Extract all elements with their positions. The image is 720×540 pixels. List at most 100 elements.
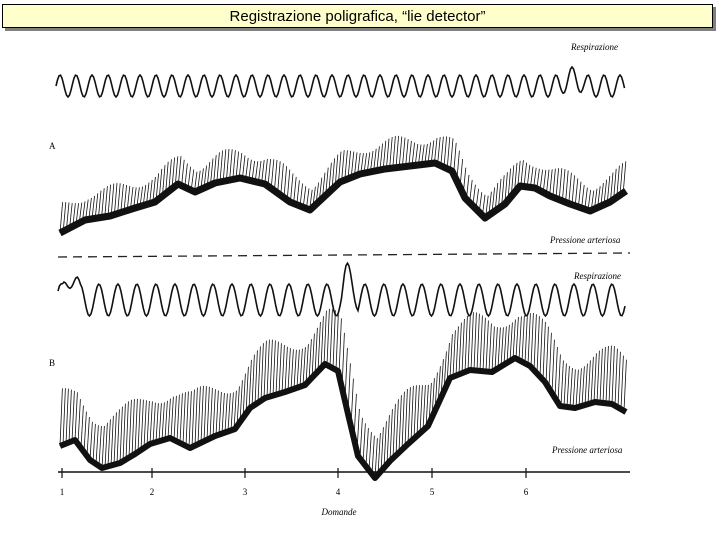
pulse-stroke [430,140,435,164]
pulse-stroke [578,181,582,207]
pulse-stroke [527,313,531,365]
pulse-stroke [239,380,243,423]
pulse-stroke [494,327,498,371]
pulse-stroke [401,391,405,450]
pulse-stroke [620,355,624,410]
pulse-stroke [501,175,505,207]
pulse-stroke [494,182,499,211]
pulse-stroke [152,402,156,444]
pulse-stroke [238,152,243,179]
pulse-stroke [389,136,393,169]
pulse-stroke [427,142,431,164]
pulse-stroke [467,313,471,371]
pulse-stroke [533,314,537,371]
pulse-stroke [371,435,375,475]
pulse-stroke [572,369,576,408]
pulse-stroke [566,365,570,407]
pulse-stroke [86,416,90,457]
pulse-stroke [98,425,102,467]
pulse-stroke [373,148,377,172]
axis-tick-label: 3 [243,487,248,497]
pulse-stroke [425,384,429,428]
pulse-stroke [526,164,531,188]
pulse-stroke [62,202,67,232]
pulse-stroke [257,346,261,403]
pulse-stroke [450,138,454,171]
pulse-stroke [299,348,303,387]
pulse-stroke [146,400,150,447]
pulse-stroke [562,168,566,202]
panel-separator [57,252,631,258]
pulse-stroke [165,161,169,194]
pulse-stroke [89,421,93,461]
pulse-stroke [278,343,282,394]
pulse-stroke [574,178,579,206]
panel-a-label: A [49,141,56,151]
pulse-stroke [515,316,519,359]
pulse-stroke [284,346,288,393]
pulse-stroke [229,149,233,181]
pulse-stroke [245,366,249,414]
pulse-stroke [224,393,228,433]
pulse-stroke [122,403,126,462]
pulse-stroke [551,339,555,394]
pulse-stroke [242,373,246,418]
pulse-stroke [389,409,393,462]
pulse-stroke [571,175,575,205]
pulse-stroke [368,432,372,471]
pulse-stroke [605,345,609,404]
pulse-stroke [299,183,303,207]
pulse-stroke [599,348,603,403]
pulse-stroke [434,137,438,164]
pulse-stroke [610,172,614,202]
pulse-stroke [581,366,585,406]
pulse-stroke [171,157,175,189]
pulse-stroke [362,423,366,463]
pulse-stroke [584,363,588,406]
pulse-stroke [137,399,141,453]
pulse-stroke [174,156,179,187]
pulse-stroke [65,388,69,444]
pulse-stroke [587,360,591,405]
pulse-stroke [221,392,225,434]
pulse-stroke [272,340,276,396]
pulse-stroke [365,428,369,467]
pulse-stroke [521,315,525,362]
pulse-stroke [410,385,414,442]
pulse-stroke [308,339,312,381]
pulse-stroke [596,350,600,403]
pulse-stroke [557,354,561,403]
pulse-stroke [616,165,620,198]
pulse-stroke [603,179,607,205]
pulse-stroke [536,316,540,374]
pulse-stroke [215,390,219,436]
pulse-stroke [83,411,87,453]
pulse-stroke [335,312,339,370]
pulse-stroke [509,322,513,362]
pulse-stroke [408,140,412,167]
pulse-stroke [411,142,415,166]
pulse-stroke [458,322,462,375]
pulse-stroke [449,334,453,379]
pulse-stroke [110,415,114,466]
pulse-stroke [91,195,95,219]
pulse-stroke [619,163,623,196]
pulse-stroke [114,183,118,215]
pulse-stroke [470,312,474,371]
pulse-stroke [158,168,163,199]
pulse-stroke [334,154,339,187]
pulse-stroke [110,183,115,216]
pulse-stroke [126,186,131,211]
pulse-stroke [59,202,63,234]
pulse-stroke [482,317,486,372]
pulse-stroke [270,159,275,189]
pulse-stroke [219,150,223,183]
pulse-stroke [216,152,220,183]
pulse-stroke [523,162,527,187]
pulse-stroke [218,391,222,435]
pulse-stroke [446,136,451,169]
pulse-stroke [512,319,516,360]
pulse-stroke [92,423,96,463]
pulse-stroke [290,349,294,390]
pulse-stroke [248,359,252,410]
